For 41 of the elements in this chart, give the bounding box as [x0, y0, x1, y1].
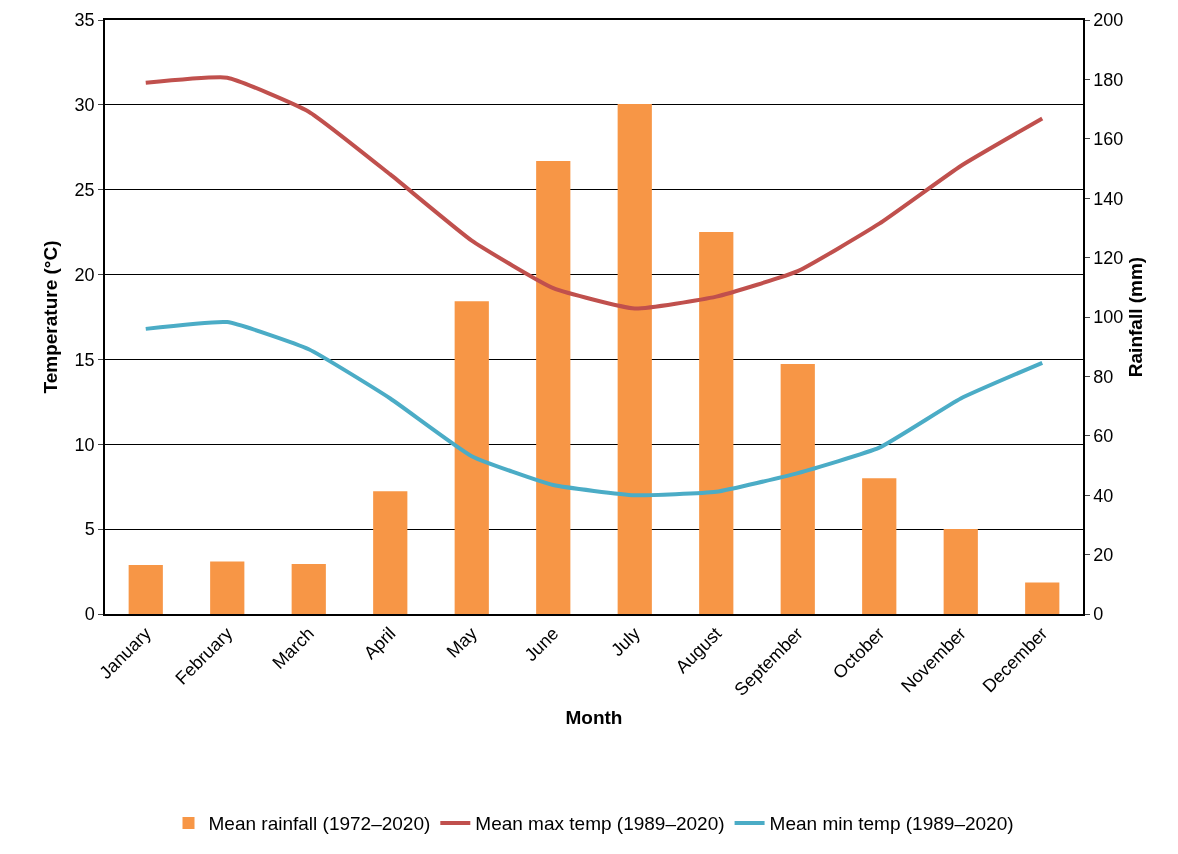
bar — [210, 561, 245, 614]
bar — [291, 564, 326, 614]
x-tick-label: May — [442, 623, 481, 662]
y2-tick-label: 40 — [1093, 485, 1114, 506]
bar — [943, 529, 978, 614]
y2-tick-label: 140 — [1093, 188, 1124, 209]
legend-label: Mean max temp (1989–2020) — [475, 813, 725, 835]
y-tick-label: 25 — [74, 180, 95, 201]
y2-tick-label: 60 — [1093, 426, 1114, 447]
x-tick-label: July — [607, 623, 644, 661]
line-series — [143, 320, 1045, 498]
line-series — [143, 75, 1045, 311]
y-tick-label: 0 — [84, 604, 95, 625]
bar — [128, 565, 163, 614]
x-axis-title: Month — [565, 707, 623, 729]
y-tick-label: 15 — [74, 349, 95, 370]
legend-label: Mean rainfall (1972–2020) — [208, 813, 431, 835]
y2-tick-label: 0 — [1093, 604, 1104, 625]
y2-tick-label: 200 — [1093, 10, 1124, 31]
y2-tick-label: 100 — [1093, 307, 1124, 328]
bar — [536, 161, 571, 614]
y2-tick-label: 80 — [1093, 366, 1114, 387]
y-tick-label: 30 — [74, 95, 95, 116]
bar — [780, 363, 815, 614]
y2-tick-label: 20 — [1093, 544, 1114, 565]
bar — [617, 104, 652, 614]
bar — [454, 301, 489, 614]
bar — [699, 232, 734, 614]
y2-tick-label: 120 — [1093, 247, 1124, 268]
bar — [862, 478, 897, 614]
y-tick-label: 35 — [74, 10, 95, 31]
y2-axis-title: Rainfall (mm) — [1125, 256, 1147, 378]
y-tick-label: 10 — [74, 434, 95, 455]
bar — [1025, 582, 1060, 614]
y2-tick-label: 160 — [1093, 129, 1124, 150]
y-tick-label: 5 — [84, 519, 95, 540]
bar — [373, 491, 408, 614]
y-tick-label: 20 — [74, 264, 95, 285]
y-axis-title: Temperature (°C) — [39, 240, 61, 394]
legend-label: Mean min temp (1989–2020) — [769, 813, 1014, 835]
y2-tick-label: 180 — [1093, 69, 1124, 90]
